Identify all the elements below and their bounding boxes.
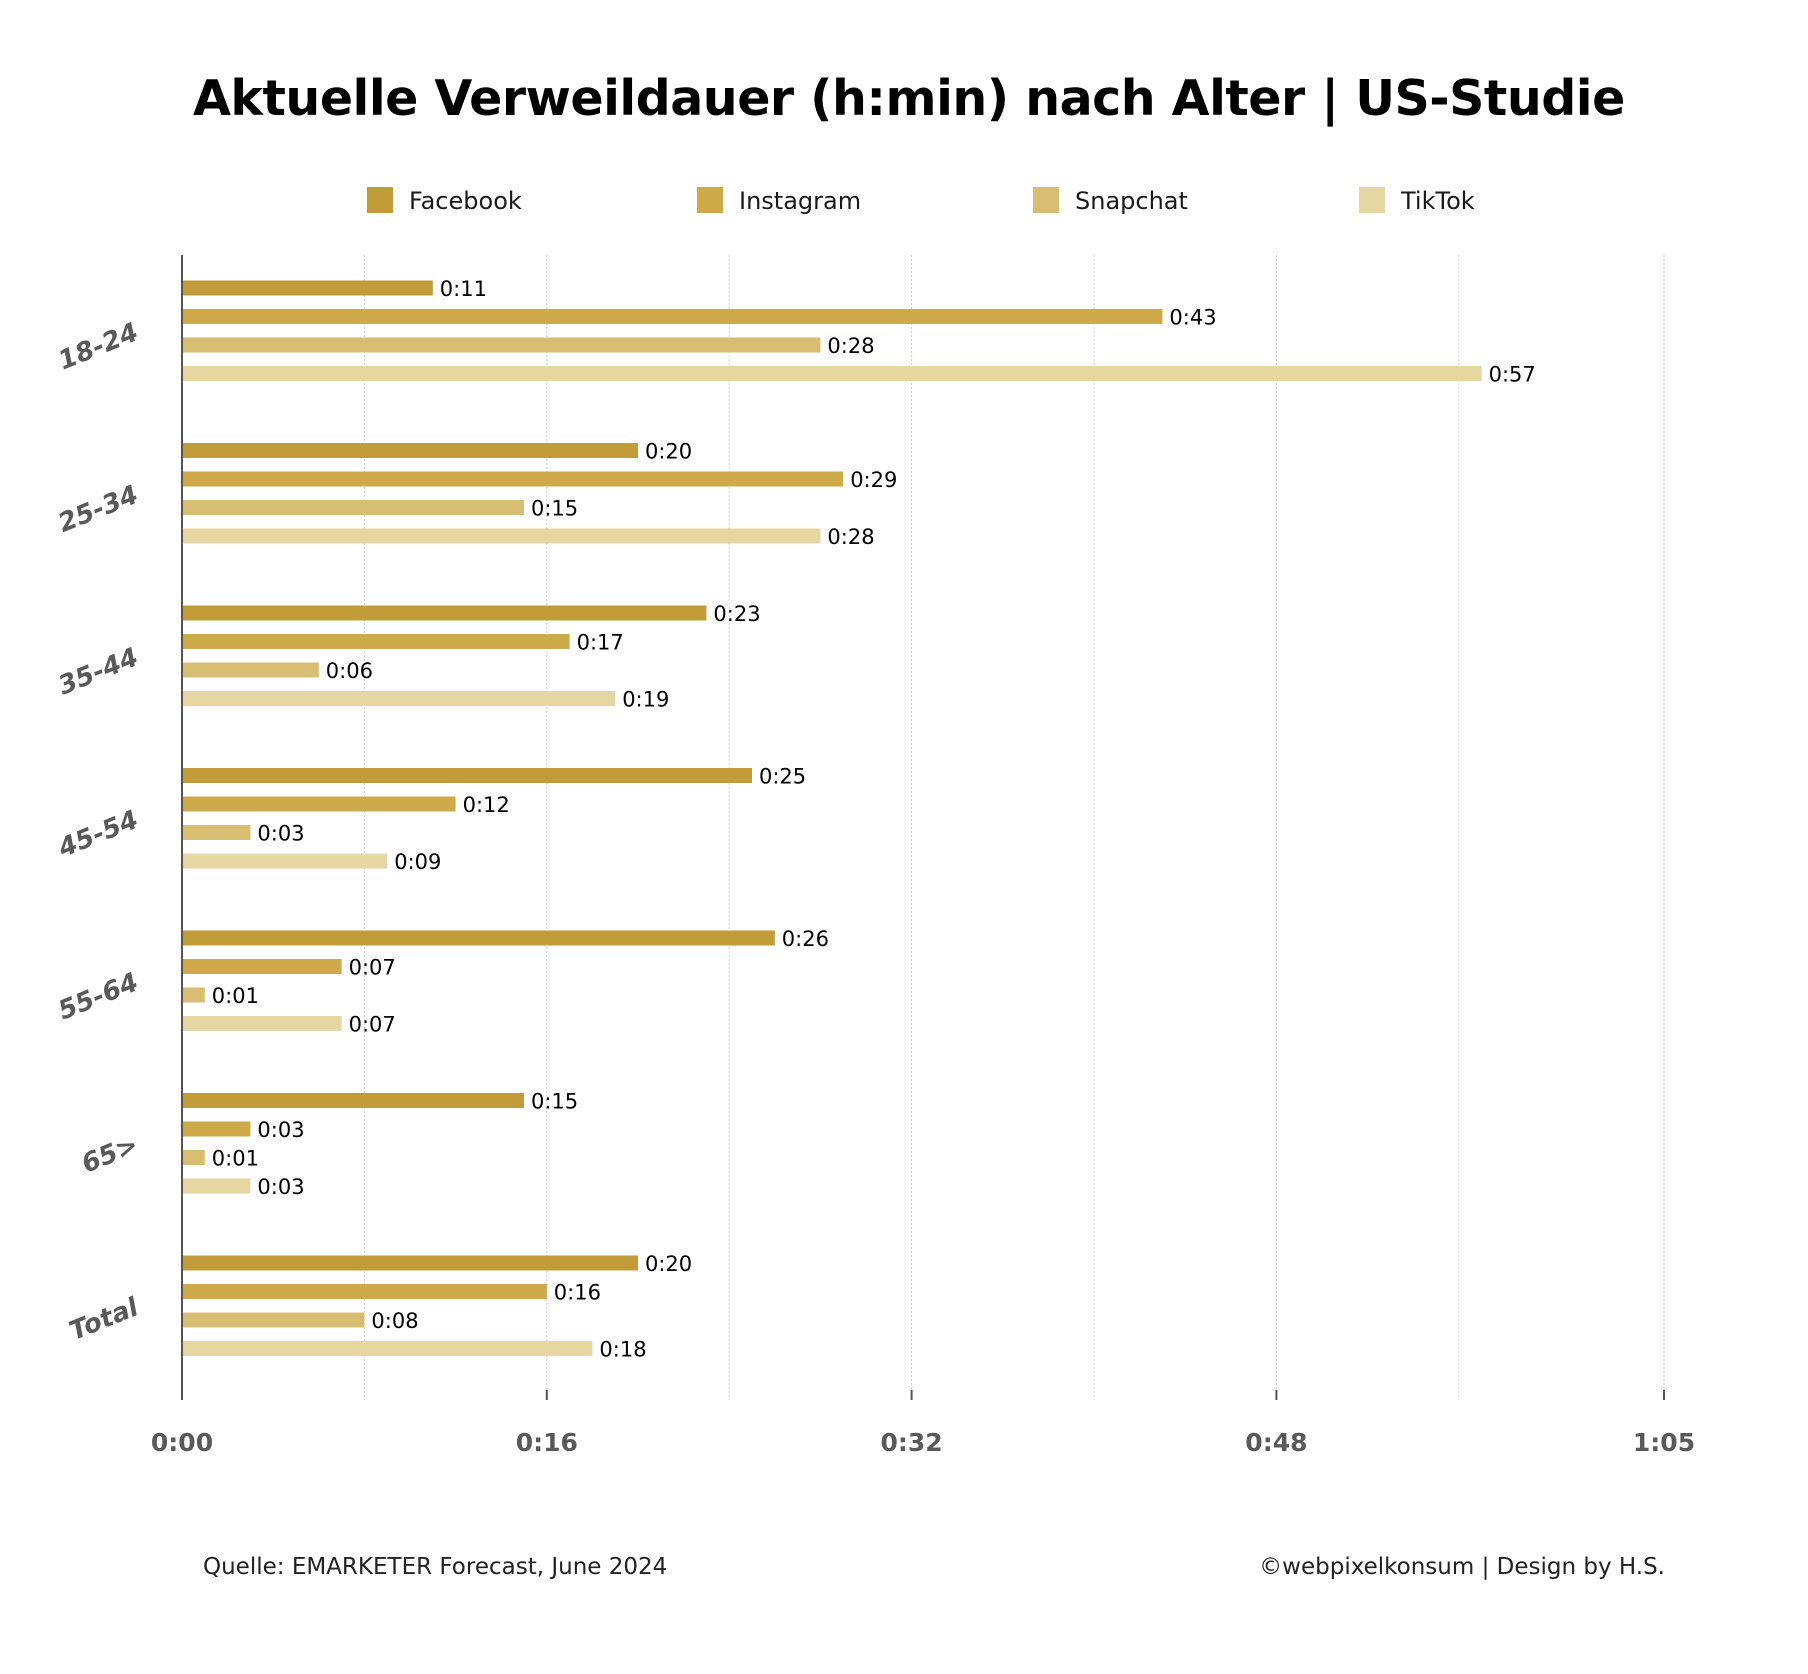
bar-total-tiktok — [182, 1341, 593, 1356]
bar-18-24-instagram — [182, 309, 1163, 324]
bar-65-snapchat — [182, 1150, 205, 1165]
legend-label-snapchat: Snapchat — [1075, 187, 1188, 215]
bar-total-instagram — [182, 1284, 547, 1299]
data-label-total-facebook: 0:20 — [645, 1252, 692, 1276]
bar-45-54-facebook — [182, 768, 752, 783]
bar-25-34-facebook — [182, 443, 638, 458]
data-label-18-24-facebook: 0:11 — [440, 277, 487, 301]
y-tick-label-18-24: 18-24 — [54, 317, 142, 376]
bar-35-44-facebook — [182, 605, 707, 621]
data-label-55-64-facebook: 0:26 — [782, 927, 829, 951]
data-label-total-snapchat: 0:08 — [371, 1309, 418, 1333]
data-label-55-64-tiktok: 0:07 — [349, 1013, 396, 1037]
bar-25-34-tiktok — [182, 528, 821, 544]
x-tick-label: 0:00 — [151, 1428, 213, 1457]
x-tick-label: 0:16 — [516, 1428, 578, 1457]
credit-note: ©webpixelkonsum | Design by H.S. — [1259, 1554, 1665, 1580]
legend-swatch-tiktok — [1359, 187, 1385, 213]
legend-swatch-snapchat — [1033, 187, 1059, 213]
bar-35-44-instagram — [182, 634, 570, 649]
legend-label-facebook: Facebook — [409, 187, 522, 215]
bar-25-34-snapchat — [182, 500, 524, 515]
data-label-total-instagram: 0:16 — [554, 1281, 601, 1305]
data-label-65-tiktok: 0:03 — [257, 1175, 304, 1199]
chart-title: Aktuelle Verweildauer (h:min) nach Alter… — [193, 70, 1625, 128]
legend-swatch-instagram — [697, 187, 723, 213]
bar-65-instagram — [182, 1121, 251, 1137]
bar-45-54-snapchat — [182, 825, 251, 840]
y-tick-label-25-34: 25-34 — [54, 480, 142, 539]
data-label-45-54-facebook: 0:25 — [759, 765, 806, 789]
bar-65-tiktok — [182, 1178, 251, 1194]
bar-65-facebook — [182, 1093, 524, 1108]
data-label-45-54-tiktok: 0:09 — [394, 850, 441, 874]
data-label-25-34-snapchat: 0:15 — [531, 497, 578, 521]
bar-55-64-snapchat — [182, 987, 205, 1003]
data-label-25-34-facebook: 0:20 — [645, 440, 692, 464]
data-label-35-44-snapchat: 0:06 — [326, 659, 373, 683]
gridlines — [363, 255, 1665, 1400]
y-tick-label-total: Total — [65, 1292, 143, 1347]
bar-25-34-instagram — [182, 471, 844, 487]
data-label-45-54-instagram: 0:12 — [463, 793, 510, 817]
bar-18-24-facebook — [182, 280, 433, 296]
data-label-65-facebook: 0:15 — [531, 1090, 578, 1114]
bar-total-facebook — [182, 1255, 638, 1271]
data-label-25-34-tiktok: 0:28 — [827, 525, 874, 549]
bar-18-24-tiktok — [182, 366, 1482, 381]
bar-55-64-facebook — [182, 930, 775, 946]
legend: Facebook Instagram Snapchat TikTok — [367, 187, 1475, 215]
legend-label-tiktok: TikTok — [1400, 187, 1475, 215]
bar-35-44-tiktok — [182, 691, 616, 706]
y-tick-label-55-64: 55-64 — [54, 967, 142, 1026]
bar-18-24-snapchat — [182, 337, 821, 353]
y-tick-label-45-54: 45-54 — [53, 805, 142, 864]
data-label-55-64-snapchat: 0:01 — [212, 984, 259, 1008]
y-tick-label-35-44: 35-44 — [54, 642, 142, 701]
data-label-total-tiktok: 0:18 — [599, 1338, 646, 1362]
bar-45-54-instagram — [182, 796, 456, 812]
legend-swatch-facebook — [367, 187, 393, 213]
data-label-18-24-instagram: 0:43 — [1169, 306, 1216, 330]
bar-45-54-tiktok — [182, 853, 388, 869]
bar-55-64-tiktok — [182, 1016, 342, 1031]
data-label-25-34-instagram: 0:29 — [850, 468, 897, 492]
data-label-18-24-snapchat: 0:28 — [827, 334, 874, 358]
data-label-65-snapchat: 0:01 — [212, 1147, 259, 1171]
x-tick-label: 0:32 — [881, 1428, 943, 1457]
data-label-18-24-tiktok: 0:57 — [1489, 363, 1536, 387]
data-label-55-64-instagram: 0:07 — [349, 956, 396, 980]
data-label-65-instagram: 0:03 — [257, 1118, 304, 1142]
data-label-45-54-snapchat: 0:03 — [257, 822, 304, 846]
x-tick-label: 0:48 — [1245, 1428, 1307, 1457]
y-tick-label-65: 65> — [78, 1130, 143, 1180]
bar-total-snapchat — [182, 1312, 365, 1328]
source-note: Quelle: EMARKETER Forecast, June 2024 — [203, 1554, 667, 1580]
bar-55-64-instagram — [182, 959, 342, 974]
bars: 0:11 0:43 0:28 0:57 0:20 0:29 0:15 0:28 0:23 0:17… — [182, 277, 1536, 1362]
x-tick-label: 1:05 — [1633, 1428, 1695, 1457]
data-label-35-44-tiktok: 0:19 — [622, 688, 669, 712]
data-label-35-44-facebook: 0:23 — [713, 602, 760, 626]
bar-35-44-snapchat — [182, 662, 319, 678]
legend-label-instagram: Instagram — [739, 187, 861, 215]
data-label-35-44-instagram: 0:17 — [577, 631, 624, 655]
